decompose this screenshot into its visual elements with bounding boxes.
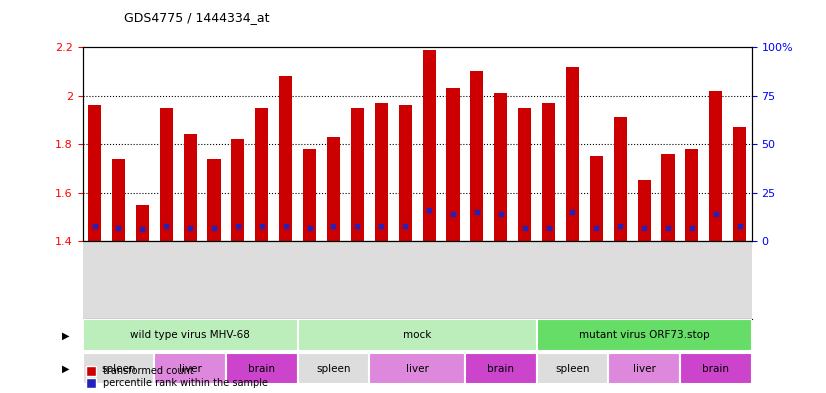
Text: mutant virus ORF73.stop: mutant virus ORF73.stop (579, 330, 710, 340)
Bar (399, 105, 411, 241)
Bar (231, 139, 244, 241)
Text: spleen: spleen (316, 364, 351, 373)
Bar (662, 154, 675, 241)
Text: ▶: ▶ (62, 330, 69, 340)
Bar (83, 320, 297, 351)
Bar (88, 105, 101, 241)
Bar (542, 103, 555, 241)
Text: ▶: ▶ (62, 364, 69, 373)
Bar (518, 108, 531, 241)
Bar (638, 180, 651, 241)
Legend: transformed count, percentile rank within the sample: transformed count, percentile rank withi… (88, 366, 268, 388)
Bar (590, 156, 603, 241)
Text: brain: brain (702, 364, 729, 373)
Bar (375, 103, 388, 241)
Bar (465, 353, 537, 384)
Bar (423, 50, 435, 241)
Bar (446, 88, 459, 241)
Bar (537, 353, 608, 384)
Bar (226, 353, 297, 384)
Text: spleen: spleen (102, 364, 135, 373)
Text: liver: liver (178, 364, 202, 373)
Bar (279, 76, 292, 241)
Bar (159, 108, 173, 241)
Bar (297, 320, 537, 351)
Bar (297, 353, 369, 384)
Bar (183, 134, 197, 241)
Bar (608, 353, 680, 384)
Bar (470, 72, 483, 241)
Bar (733, 127, 746, 241)
Bar (154, 353, 226, 384)
Bar (710, 91, 723, 241)
Bar (255, 108, 268, 241)
Text: brain: brain (487, 364, 515, 373)
Text: brain: brain (249, 364, 275, 373)
Text: wild type virus MHV-68: wild type virus MHV-68 (131, 330, 250, 340)
Bar (135, 205, 149, 241)
Text: liver: liver (633, 364, 656, 373)
Bar (686, 149, 699, 241)
Text: spleen: spleen (555, 364, 590, 373)
Bar (351, 108, 364, 241)
Bar (369, 353, 465, 384)
Bar (537, 320, 752, 351)
Bar (83, 353, 154, 384)
Text: mock: mock (403, 330, 431, 340)
Bar (112, 159, 125, 241)
Bar (494, 93, 507, 241)
Bar (207, 159, 221, 241)
Bar (614, 118, 627, 241)
Bar (303, 149, 316, 241)
Bar (327, 137, 340, 241)
Bar (566, 66, 579, 241)
Text: GDS4775 / 1444334_at: GDS4775 / 1444334_at (124, 11, 269, 24)
Text: liver: liver (406, 364, 429, 373)
Bar (680, 353, 752, 384)
